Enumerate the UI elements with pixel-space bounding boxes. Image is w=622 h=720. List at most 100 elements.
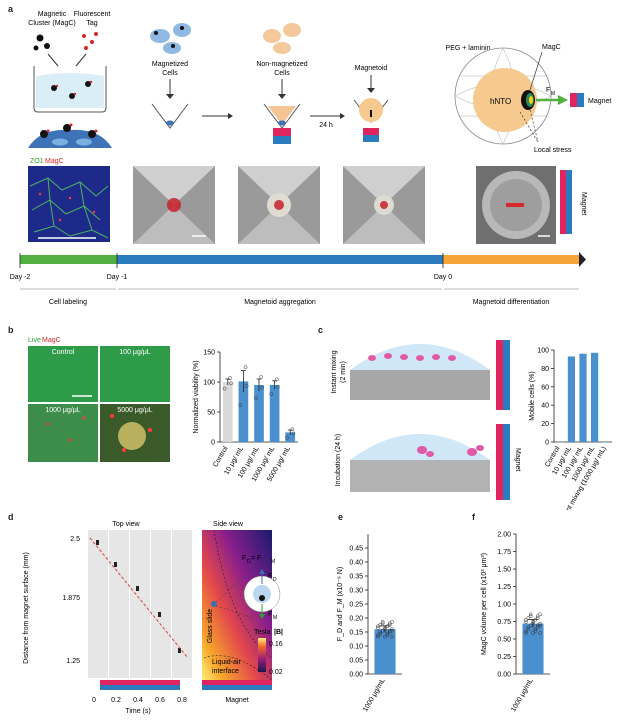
d-xlabel: Time (s) [125, 708, 150, 715]
y-tick-label: 0.20 [349, 616, 363, 623]
panel-f-letter: f [472, 512, 475, 522]
data-point [385, 624, 390, 629]
data-point [535, 625, 540, 630]
data-point [229, 381, 233, 386]
bar [238, 381, 249, 442]
y-tick-label: 0 [545, 440, 549, 447]
data-point [531, 630, 535, 635]
bar [254, 385, 264, 442]
data-point [275, 384, 280, 389]
y-tick-label: 1.25 [497, 584, 511, 591]
bar [285, 432, 296, 442]
panel-f: 0.00 0.25 0.50 0.75 1.00 1.25 1.50 1.75 2.00 MagC… [481, 532, 550, 713]
data-point [535, 623, 540, 628]
y-tick-label: 0.05 [349, 658, 363, 665]
y-tick-label: 0.35 [349, 574, 363, 581]
glass-slide-label: Glass slide [207, 609, 214, 643]
data-point [260, 385, 265, 390]
xtick-d-4: 0.8 [177, 697, 187, 704]
y-tick-label: 2.00 [497, 532, 511, 539]
ytick-d-2: 1.25 [66, 658, 80, 665]
data-point [380, 619, 385, 624]
hnto-label: hNTO [490, 97, 511, 106]
tag-label-line2: Tag [86, 20, 97, 27]
data-point [528, 623, 533, 628]
bar [522, 623, 544, 674]
instant-mixing-label-2: (2 min) [340, 361, 347, 383]
magc-label-b: MagC [42, 337, 61, 344]
fm-label-d: F [268, 611, 272, 618]
data-point [269, 392, 274, 397]
bar [602, 442, 610, 443]
scale-min: 0.02 [269, 669, 283, 676]
xtick-d-0: 0 [92, 697, 96, 704]
magc-label-line2: Cluster (MagC) [28, 20, 75, 27]
y-tick-label: 0.25 [497, 654, 511, 661]
peg-label: PEG + laminin [446, 45, 491, 52]
data-point [376, 625, 380, 630]
panel-c-letter: c [318, 325, 324, 335]
magc-stain-label: MagC [45, 158, 64, 165]
force-chart: 0.00 0.05 0.10 0.15 0.20 0.25 0.30 0.35 0.40 0.45… [337, 534, 402, 713]
y-tick-label: 1.00 [497, 602, 511, 609]
y-axis-label: Normalized viability (%) [193, 360, 200, 433]
arrow-24h-label: 24 h [319, 122, 333, 129]
data-point [535, 614, 540, 619]
timeline-aggregation [117, 255, 443, 264]
y-tick-label: 0.15 [349, 630, 363, 637]
data-point [285, 435, 289, 440]
local-stress-label: Local stress [534, 147, 572, 154]
scale-max: 0.16 [269, 641, 283, 648]
bar [374, 629, 396, 674]
fd-eq-sub2: M [271, 559, 275, 565]
img-label-100: 100 μg/μL [119, 349, 151, 356]
data-point [531, 619, 535, 624]
y-tick-label: 0.40 [349, 560, 363, 567]
img-label-5000: 5000 μg/μL [117, 407, 152, 414]
ytick-d-1: 1.875 [62, 595, 80, 602]
xtick-d-2: 0.4 [133, 697, 143, 704]
panel-b-letter: b [8, 325, 14, 335]
panel-d: Top view Side view Distance from magnet … [23, 521, 283, 715]
panel-e: 0.00 0.05 0.10 0.15 0.20 0.25 0.30 0.35 0.40 0.45… [337, 534, 402, 713]
data-point [378, 630, 383, 635]
panel-a-letter: a [8, 4, 14, 14]
timeline-differentiation [443, 255, 579, 264]
phase-differentiation: Magnetoid differentiation [473, 299, 550, 306]
data-point [383, 634, 387, 639]
fd-sub: D [273, 577, 277, 583]
magnet-vertical-a: Magnet [580, 192, 587, 215]
data-point [387, 621, 392, 626]
magc-label-line1: Magnetic [38, 11, 67, 18]
data-point [243, 365, 248, 369]
data-point [538, 612, 542, 617]
y-tick-label: 0 [211, 440, 215, 447]
incubation-label: Incubation (24 h) [335, 434, 342, 487]
y-tick-label: 0.00 [349, 672, 363, 679]
tesla-colorbar [258, 638, 266, 672]
magnet-vertical-c: Magnet [514, 448, 521, 471]
day-0: Day 0 [434, 274, 452, 281]
data-point [533, 618, 538, 622]
data-point [533, 627, 538, 631]
data-point [290, 427, 295, 432]
data-point [390, 634, 394, 639]
side-view-label: Side view [213, 521, 244, 528]
img-label-1000: 1000 μg/μL [45, 407, 80, 414]
zo1-label: ZO1 [30, 158, 44, 165]
data-point [390, 619, 394, 624]
y-tick-label: 1.75 [497, 549, 511, 556]
data-point [244, 384, 249, 389]
bar [222, 382, 233, 442]
tag-label-line1: Fluorescent [74, 11, 111, 18]
magnet-label-d: Magnet [225, 697, 248, 704]
magnet-label-a: Magnet [588, 98, 611, 105]
data-point [385, 631, 390, 636]
instant-mixing-label-1: Instant mixing [331, 350, 338, 393]
timeline-labeling [20, 255, 117, 264]
fm-sub-a: M [551, 91, 555, 97]
data-point [528, 612, 533, 617]
bar [269, 385, 280, 442]
data-point [524, 629, 528, 633]
